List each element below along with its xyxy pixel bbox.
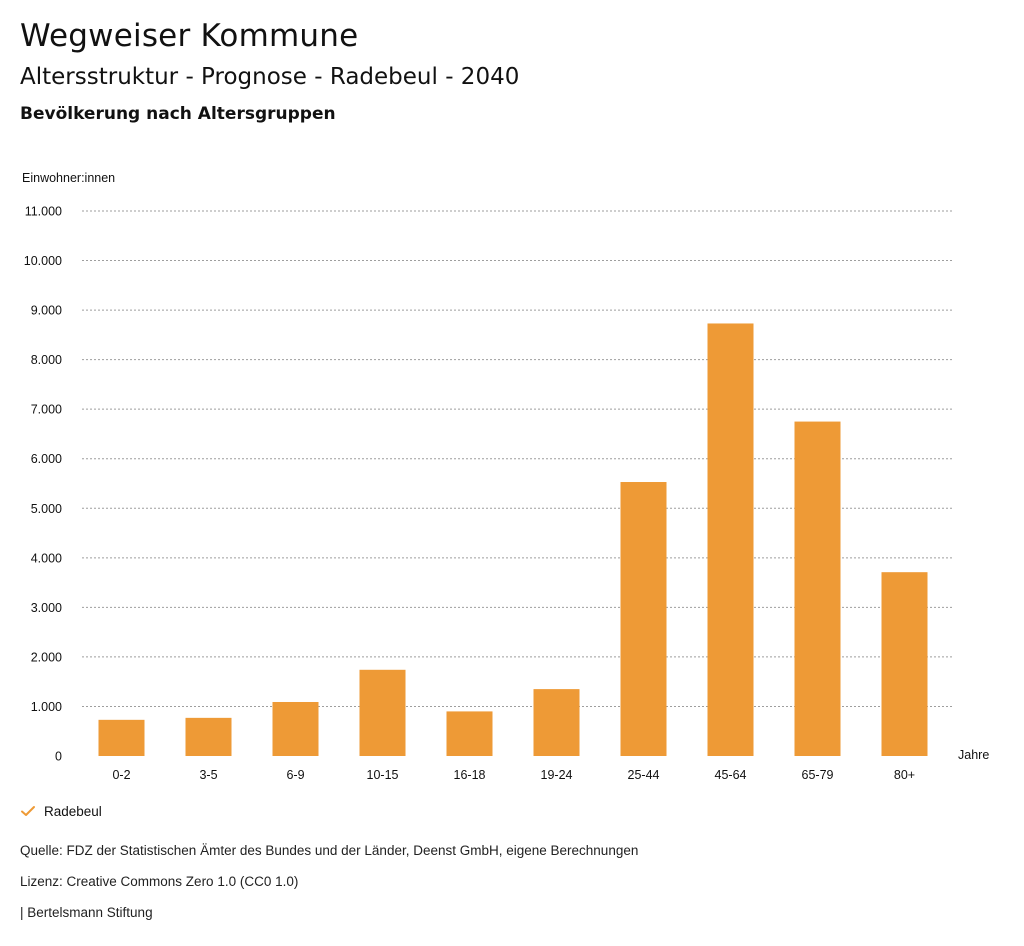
bar-65-79[interactable] xyxy=(794,421,841,756)
x-tick-label: 6-9 xyxy=(286,768,304,782)
y-tick-label: 7.000 xyxy=(31,403,62,417)
x-tick-label: 10-15 xyxy=(367,768,399,782)
y-tick-label: 8.000 xyxy=(31,353,62,367)
y-axis-label: Einwohner:innen xyxy=(22,171,116,185)
x-tick-label: 0-2 xyxy=(112,768,130,782)
y-tick-label: 2.000 xyxy=(31,650,62,664)
x-axis-ticks: 0-2 3-5 6-9 10-15 16-18 19-24 25-44 45-64 65-79 8… xyxy=(112,768,915,782)
legend-label: Radebeul xyxy=(44,803,102,819)
bar-16-18[interactable] xyxy=(446,711,493,756)
x-tick-label: 3-5 xyxy=(199,768,217,782)
bar-0-2[interactable] xyxy=(98,719,145,756)
license-note: Lizenz: Creative Commons Zero 1.0 (CC0 1… xyxy=(20,874,299,889)
legend-item-radebeul[interactable]: Radebeul xyxy=(20,803,102,819)
y-tick-label: 10.000 xyxy=(24,254,62,268)
x-axis-label: Jahre xyxy=(958,748,989,762)
bar-80+[interactable] xyxy=(881,572,928,756)
bars xyxy=(98,323,928,756)
x-tick-label: 25-44 xyxy=(628,768,660,782)
bar-6-9[interactable] xyxy=(272,701,319,756)
x-tick-label: 65-79 xyxy=(802,768,834,782)
y-tick-label: 1.000 xyxy=(31,700,62,714)
y-tick-label: 3.000 xyxy=(31,601,62,615)
x-tick-label: 80+ xyxy=(894,768,915,782)
page-title: Wegweiser Kommune xyxy=(20,18,359,54)
y-tick-label: 0 xyxy=(55,750,62,764)
bar-3-5[interactable] xyxy=(185,717,232,756)
y-tick-label: 4.000 xyxy=(31,551,62,565)
publisher-note: | Bertelsmann Stiftung xyxy=(20,905,153,920)
page-subtitle: Altersstruktur - Prognose - Radebeul - 2… xyxy=(20,64,520,90)
x-tick-label: 16-18 xyxy=(454,768,486,782)
x-tick-label: 19-24 xyxy=(541,768,573,782)
y-tick-label: 11.000 xyxy=(25,205,62,219)
check-icon xyxy=(21,806,35,816)
y-tick-label: 6.000 xyxy=(31,452,62,466)
x-tick-label: 45-64 xyxy=(715,768,747,782)
chart-title: Bevölkerung nach Altersgruppen xyxy=(20,104,336,124)
bar-19-24[interactable] xyxy=(533,689,580,756)
y-tick-label: 5.000 xyxy=(31,502,62,516)
y-axis-ticks: 0 1.000 2.000 3.000 4.000 5.000 6.000 7.000 8.00… xyxy=(24,205,62,764)
y-tick-label: 9.000 xyxy=(31,304,62,318)
bar-45-64[interactable] xyxy=(707,323,754,756)
bar-10-15[interactable] xyxy=(359,669,406,756)
bar-25-44[interactable] xyxy=(620,482,667,756)
source-note: Quelle: FDZ der Statistischen Ämter des … xyxy=(20,843,639,858)
bar-chart: 0 1.000 2.000 3.000 4.000 5.000 6.000 7.000 8.00… xyxy=(24,205,990,783)
